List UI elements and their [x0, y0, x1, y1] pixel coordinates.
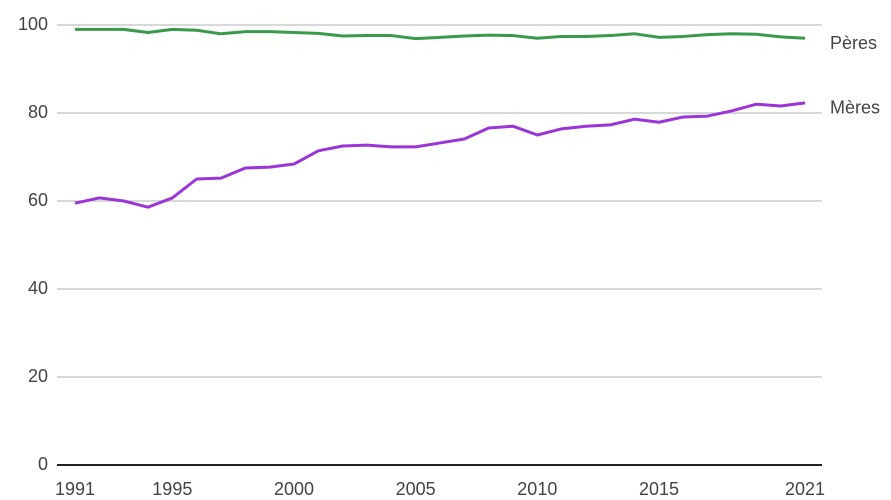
x-tick-label: 2021	[785, 479, 825, 499]
x-tick-label: 2000	[274, 479, 314, 499]
x-tick-label: 2005	[396, 479, 436, 499]
y-tick-label: 100	[18, 14, 48, 34]
series-line	[74, 101, 806, 209]
series-label: Mères	[830, 98, 880, 118]
y-tick-label: 60	[28, 190, 48, 210]
x-tick-label: 1991	[55, 479, 95, 499]
series-label: Pères	[830, 33, 877, 53]
x-tick-label: 1995	[152, 479, 192, 499]
series-line	[75, 27, 806, 41]
x-tick-label: 2015	[639, 479, 679, 499]
y-tick-label: 0	[38, 454, 48, 474]
y-tick-label: 40	[28, 278, 48, 298]
y-tick-label: 20	[28, 366, 48, 386]
y-tick-label: 80	[28, 102, 48, 122]
x-tick-label: 2010	[517, 479, 557, 499]
